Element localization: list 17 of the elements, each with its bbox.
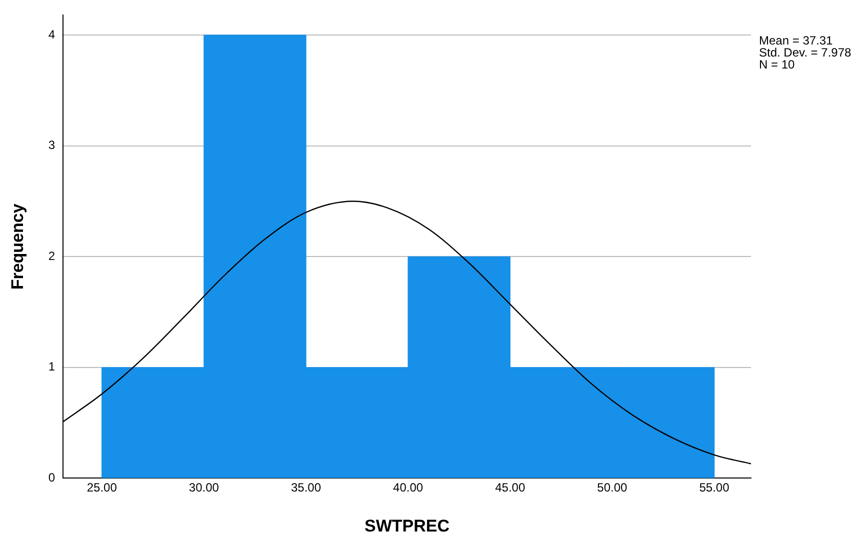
x-axis-title: SWTPREC [364, 516, 450, 536]
x-tick-label: 40.00 [393, 480, 424, 495]
y-axis-title: Frequency [8, 203, 27, 290]
y-tick-label: 4 [48, 27, 56, 42]
text: N = 10 [759, 58, 796, 72]
text: Mean = 37.31 [759, 34, 834, 48]
text: Std. Dev. = 7.978 [759, 46, 852, 60]
x-tick-label: 25.00 [86, 480, 118, 495]
x-tick-label: 45.00 [495, 480, 526, 495]
y-tick-label: 1 [48, 360, 56, 374]
y-tick-label: 0 [48, 470, 56, 485]
x-tick-label: 50.00 [597, 480, 628, 495]
y-tick-label: 3 [48, 138, 56, 152]
x-tick-label: 55.00 [699, 480, 730, 495]
x-tick-label: 30.00 [188, 480, 220, 495]
x-tick-label: 35.00 [290, 480, 322, 495]
y-tick-label: 2 [48, 248, 56, 263]
